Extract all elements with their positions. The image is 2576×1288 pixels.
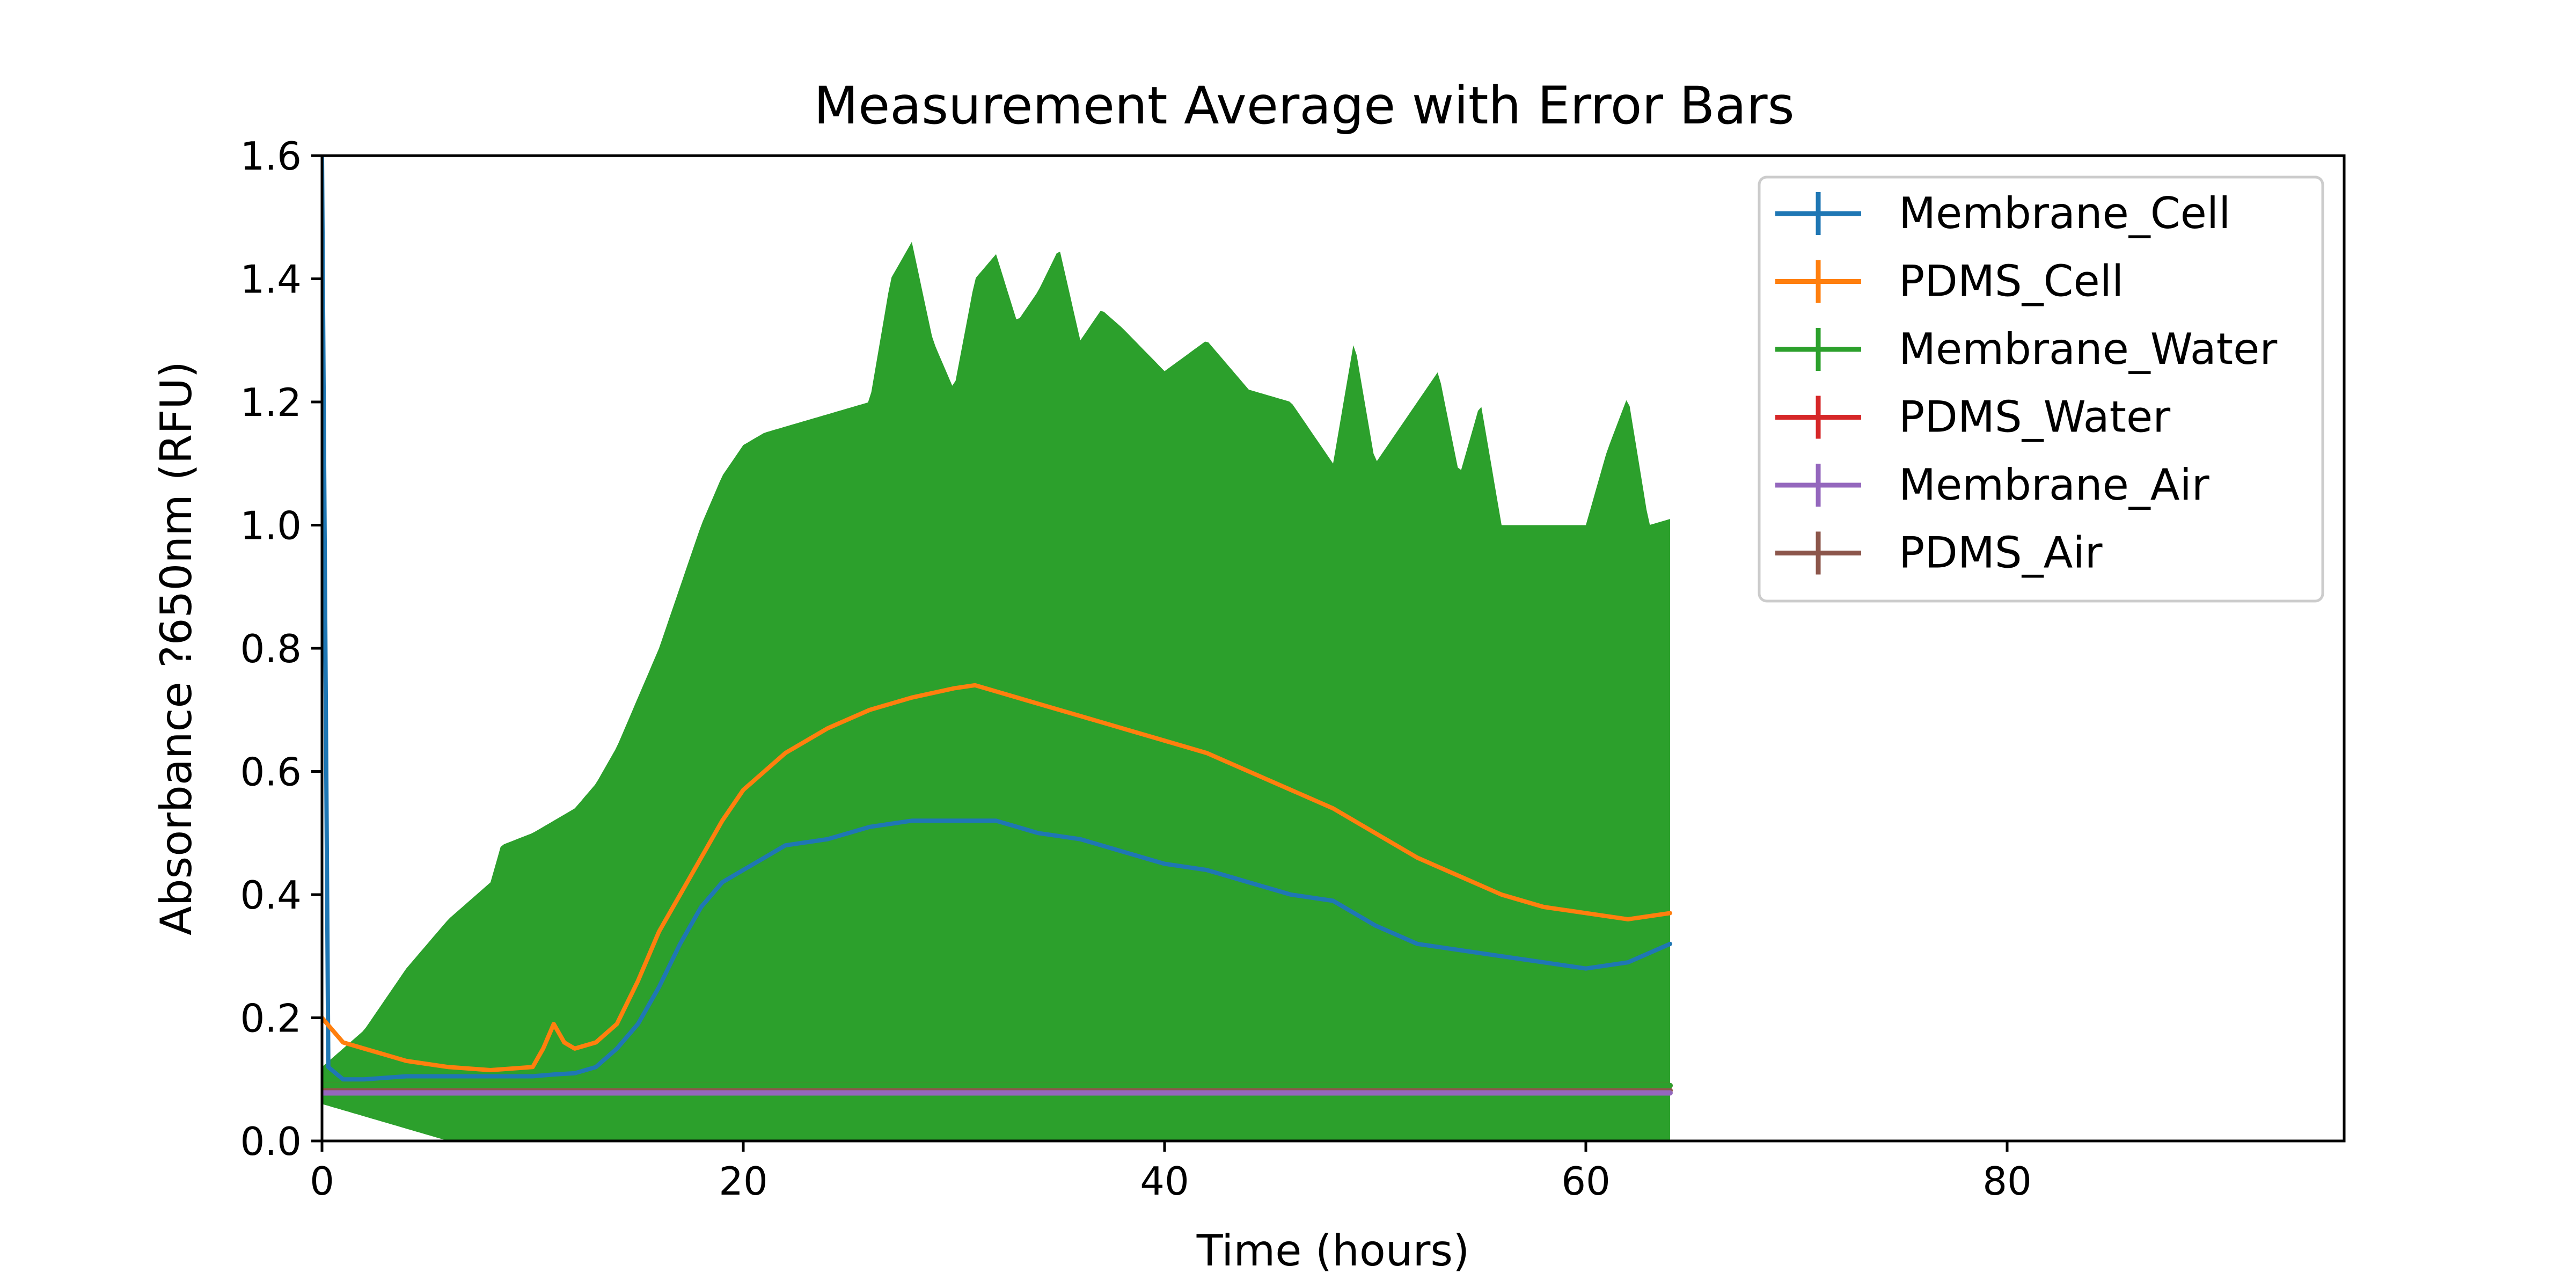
legend-label: Membrane_Cell bbox=[1899, 188, 2230, 238]
y-axis: 0.0 0.2 0.4 0.6 0.8 1.0 1.2 1.4 1.6 bbox=[240, 134, 322, 1164]
legend-label: Membrane_Water bbox=[1899, 324, 2277, 374]
y-tick-label: 1.0 bbox=[240, 503, 302, 548]
y-tick-label: 1.4 bbox=[240, 257, 302, 302]
legend: Membrane_Cell PDMS_Cell Membrane_Water PDMS… bbox=[1758, 175, 2324, 603]
y-axis-label: Absorbance ?650nm (RFU) bbox=[151, 361, 201, 935]
x-axis-label: Time (hours) bbox=[1196, 1226, 1470, 1276]
chart-title: Measurement Average with Error Bars bbox=[814, 76, 1794, 136]
y-tick-label: 1.6 bbox=[240, 134, 302, 179]
x-tick-label: 40 bbox=[1140, 1159, 1189, 1204]
y-tick-label: 0.0 bbox=[240, 1119, 302, 1164]
legend-label: Membrane_Air bbox=[1899, 460, 2209, 510]
y-tick-label: 0.2 bbox=[240, 996, 302, 1041]
legend-item: PDMS_Water bbox=[1775, 392, 2170, 442]
plot-area bbox=[322, 156, 1673, 1141]
y-tick-label: 0.8 bbox=[240, 626, 302, 671]
legend-item: Membrane_Water bbox=[1775, 324, 2277, 374]
y-tick-label: 0.6 bbox=[240, 750, 302, 795]
series-line-Membrane_Cell bbox=[322, 156, 1672, 1082]
y-tick-label: 0.4 bbox=[240, 873, 302, 918]
x-tick-label: 20 bbox=[719, 1159, 768, 1204]
legend-item: Membrane_Air bbox=[1775, 460, 2209, 510]
x-tick-label: 0 bbox=[310, 1159, 334, 1204]
series-line-PDMS_Cell bbox=[322, 683, 1672, 1072]
x-tick-label: 60 bbox=[1561, 1159, 1611, 1204]
legend-box bbox=[1758, 175, 2324, 603]
legend-label: PDMS_Cell bbox=[1899, 257, 2124, 306]
y-tick-label: 1.2 bbox=[240, 380, 302, 425]
legend-item: PDMS_Cell bbox=[1775, 257, 2124, 306]
x-tick-label: 80 bbox=[1982, 1159, 2032, 1204]
legend-item: PDMS_Air bbox=[1775, 528, 2103, 578]
x-axis: 0 20 40 60 80 bbox=[310, 1141, 2032, 1204]
legend-label: PDMS_Water bbox=[1899, 392, 2170, 442]
legend-label: PDMS_Air bbox=[1899, 528, 2103, 578]
legend-item: Membrane_Cell bbox=[1775, 188, 2230, 238]
